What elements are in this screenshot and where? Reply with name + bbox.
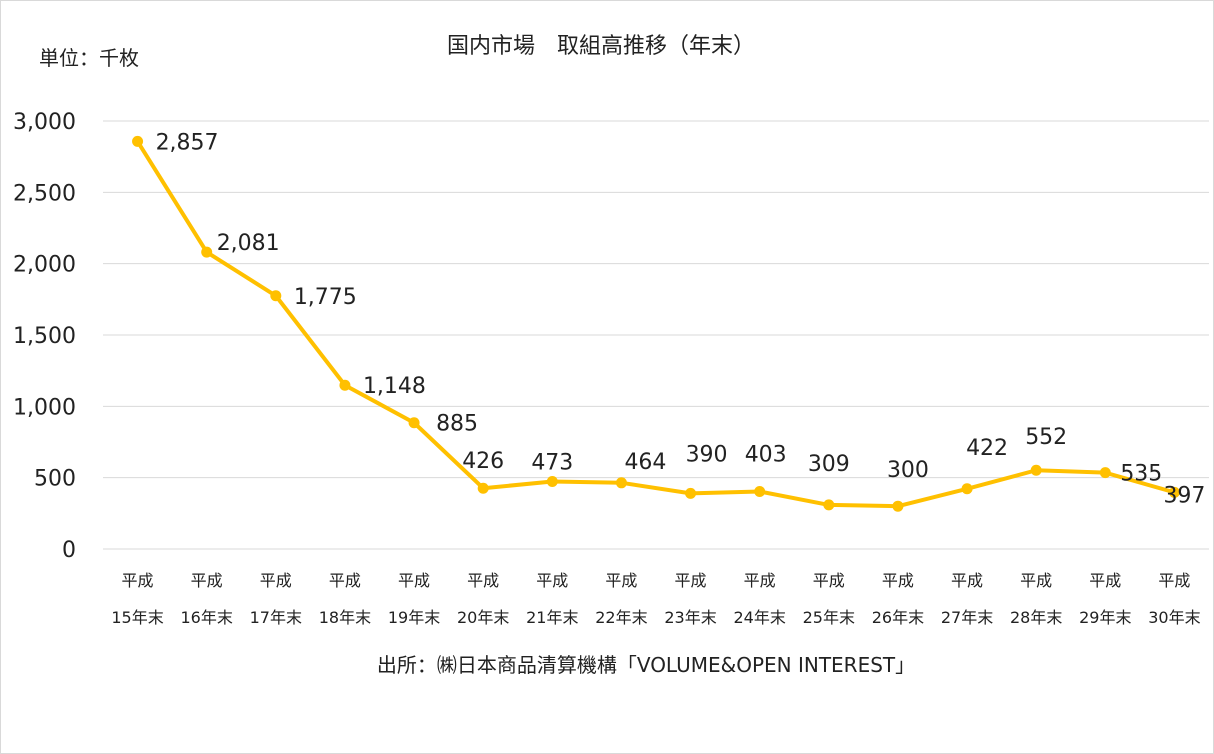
data-point xyxy=(1030,464,1042,476)
y-tick-label: 1,500 xyxy=(13,324,76,349)
data-point xyxy=(546,476,558,488)
y-tick-label: 2,000 xyxy=(13,253,76,278)
y-tick-label: 0 xyxy=(62,538,76,563)
y-tick-label: 3,000 xyxy=(13,110,76,135)
x-tick-label: 平成 xyxy=(675,571,707,590)
data-label: 1,775 xyxy=(294,285,357,310)
x-tick-label: 平成 xyxy=(536,571,568,590)
data-label: 464 xyxy=(624,450,666,475)
data-label: 2,081 xyxy=(217,231,280,256)
chart-title: 国内市場 取組高推移（年末） xyxy=(447,34,755,59)
data-point xyxy=(132,135,144,147)
x-tick-label: 18年末 xyxy=(319,608,371,627)
data-label: 390 xyxy=(686,442,728,467)
x-tick-label: 17年末 xyxy=(250,608,302,627)
x-tick-label: 23年末 xyxy=(664,608,716,627)
data-label: 2,857 xyxy=(156,130,219,155)
data-label: 535 xyxy=(1120,462,1162,487)
data-point xyxy=(892,500,904,512)
x-tick-label: 平成 xyxy=(329,571,361,590)
x-tick-label: 29年末 xyxy=(1079,608,1131,627)
data-label: 397 xyxy=(1163,483,1205,508)
data-point xyxy=(270,290,282,302)
x-tick-label: 30年末 xyxy=(1148,608,1200,627)
data-point xyxy=(408,417,420,429)
x-tick-label: 平成 xyxy=(744,571,776,590)
x-tick-label: 21年末 xyxy=(526,608,578,627)
x-tick-label: 平成 xyxy=(1089,571,1121,590)
data-point xyxy=(685,487,697,499)
x-tick-label: 平成 xyxy=(813,571,845,590)
x-tick-label: 平成 xyxy=(191,571,223,590)
x-tick-label: 平成 xyxy=(1020,571,1052,590)
data-point xyxy=(477,482,489,494)
series-line xyxy=(135,140,1175,509)
data-label: 300 xyxy=(887,458,929,483)
x-tick-label: 20年末 xyxy=(457,608,509,627)
data-label: 885 xyxy=(436,412,478,437)
x-tick-label: 27年末 xyxy=(941,608,993,627)
x-tick-label: 平成 xyxy=(605,571,637,590)
x-tick-label: 平成 xyxy=(122,571,154,590)
data-label: 422 xyxy=(966,436,1008,461)
x-tick-label: 平成 xyxy=(260,571,292,590)
y-tick-label: 1,000 xyxy=(13,395,76,420)
x-tick-label: 平成 xyxy=(1158,571,1190,590)
data-point xyxy=(1099,467,1111,479)
y-tick-label: 500 xyxy=(34,467,76,492)
data-label: 309 xyxy=(808,452,850,477)
x-tick-label: 平成 xyxy=(951,571,983,590)
data-point xyxy=(754,486,766,498)
data-point xyxy=(201,246,213,258)
x-tick-label: 16年末 xyxy=(181,608,233,627)
data-point xyxy=(961,483,973,495)
data-point xyxy=(823,499,835,511)
y-tick-label: 2,500 xyxy=(13,181,76,206)
data-label: 403 xyxy=(745,443,787,468)
data-label: 1,148 xyxy=(363,374,426,399)
data-label: 426 xyxy=(462,449,504,474)
x-tick-label: 22年末 xyxy=(595,608,647,627)
data-point xyxy=(1168,486,1180,498)
x-tick-label: 平成 xyxy=(467,571,499,590)
source-note: 出所：㈱日本商品清算機構「VOLUME&OPEN INTEREST」 xyxy=(377,653,915,677)
data-label: 473 xyxy=(531,451,573,476)
x-tick-label: 25年末 xyxy=(803,608,855,627)
x-tick-label: 15年末 xyxy=(111,608,163,627)
data-point xyxy=(615,477,627,489)
x-tick-label: 19年末 xyxy=(388,608,440,627)
x-tick-label: 26年末 xyxy=(872,608,924,627)
unit-label: 単位：千枚 xyxy=(39,46,139,70)
x-tick-label: 24年末 xyxy=(734,608,786,627)
x-tick-label: 平成 xyxy=(882,571,914,590)
x-tick-label: 平成 xyxy=(398,571,430,590)
data-point xyxy=(339,379,351,391)
x-tick-label: 28年末 xyxy=(1010,608,1062,627)
data-label: 552 xyxy=(1025,425,1067,450)
